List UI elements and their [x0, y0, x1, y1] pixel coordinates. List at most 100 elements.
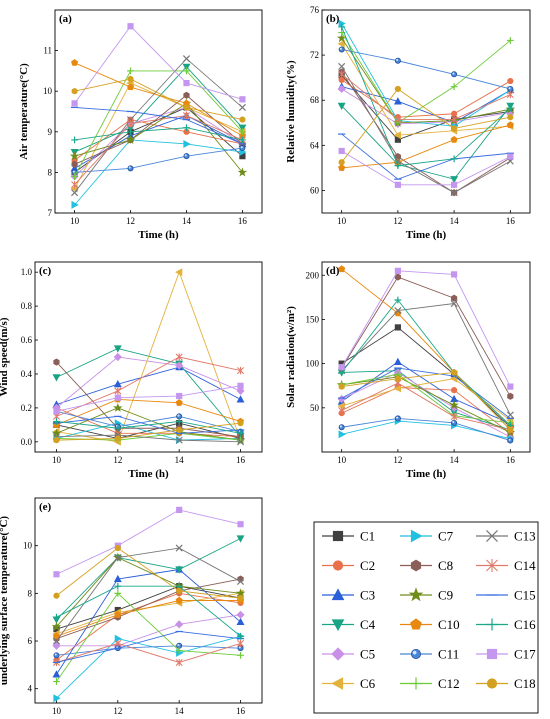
series-line	[74, 58, 243, 193]
data-point	[175, 596, 183, 604]
data-point	[114, 611, 122, 618]
series-line	[341, 276, 511, 397]
series-c16	[338, 296, 514, 429]
data-point	[239, 116, 246, 123]
data-point	[506, 104, 514, 112]
y-tick-label: 100	[306, 359, 320, 369]
legend-label: C5	[360, 647, 375, 662]
y-axis-title: Wind speed(m/s)	[0, 317, 10, 396]
series-c17	[71, 23, 246, 107]
series-line	[56, 592, 241, 682]
series-line	[74, 106, 243, 145]
data-point	[236, 386, 245, 396]
data-point-highlight	[396, 416, 399, 419]
data-point	[175, 658, 183, 667]
series-line	[56, 569, 241, 675]
series-line	[341, 26, 511, 167]
data-point	[183, 79, 190, 87]
series-c7	[71, 135, 247, 209]
legend-entry-c4: C4	[322, 617, 376, 632]
series-line	[56, 407, 241, 441]
series-line	[56, 421, 241, 434]
legend-label: C11	[438, 647, 459, 662]
legend-marker	[331, 677, 344, 690]
series-line	[56, 422, 241, 441]
series-c13	[52, 544, 245, 645]
legend-label: C12	[438, 676, 460, 691]
series-line	[341, 299, 511, 426]
series-line	[74, 102, 243, 173]
legend-label: C17	[514, 647, 536, 662]
series-line	[341, 23, 511, 127]
legend-entry-c15: C15	[476, 588, 536, 603]
data-point	[450, 176, 459, 184]
series-line	[341, 49, 511, 90]
data-point	[175, 399, 183, 406]
data-point	[507, 85, 514, 92]
series-line	[341, 373, 511, 424]
data-point	[114, 589, 122, 597]
data-point	[71, 100, 78, 107]
series-c15	[70, 106, 247, 145]
legend-label: C2	[360, 558, 375, 573]
data-point	[176, 587, 183, 595]
data-point	[507, 383, 514, 390]
x-tick-label: 12	[393, 455, 402, 465]
data-point	[451, 181, 458, 188]
data-point	[52, 374, 61, 382]
data-point	[52, 637, 61, 645]
series-line	[74, 139, 243, 206]
panel-label: (c)	[39, 265, 52, 277]
series-line	[56, 398, 241, 426]
data-point	[176, 392, 183, 400]
data-point	[53, 592, 60, 599]
data-point	[53, 678, 60, 685]
data-point	[183, 153, 190, 160]
data-point	[239, 145, 246, 152]
data-point	[51, 428, 62, 438]
series-line	[341, 32, 511, 124]
series-line	[341, 382, 511, 431]
legend-marker	[486, 678, 498, 689]
legend-marker	[410, 529, 423, 543]
series-c4	[52, 535, 245, 624]
x-tick-label: 16	[506, 455, 516, 465]
data-point-highlight	[177, 414, 180, 417]
y-tick-label: 76	[310, 5, 320, 15]
data-point	[182, 55, 191, 63]
data-point	[394, 57, 401, 64]
series-line	[56, 538, 241, 620]
legend-label: C14	[514, 558, 536, 573]
x-tick-label: 14	[182, 216, 192, 226]
y-tick-label: 0.4	[21, 369, 33, 379]
data-point	[506, 121, 514, 129]
data-point	[71, 200, 79, 209]
x-tick-label: 12	[113, 455, 122, 465]
data-point	[394, 157, 402, 165]
data-point	[175, 361, 184, 370]
y-tick-label: 7	[48, 208, 53, 218]
legend-entry-c10: C10	[400, 617, 460, 632]
data-point	[175, 268, 183, 277]
data-point	[114, 582, 122, 590]
panel-label: (d)	[326, 265, 340, 277]
data-point	[183, 67, 190, 75]
data-point	[451, 125, 458, 132]
x-tick-label: 14	[450, 455, 460, 465]
legend-label: C3	[360, 588, 375, 603]
data-point	[394, 115, 402, 124]
legend-entry-c5: C5	[322, 647, 375, 662]
data-point-highlight	[508, 438, 511, 441]
data-point	[114, 394, 121, 401]
data-point	[338, 383, 345, 390]
data-point-highlight	[452, 72, 455, 75]
series-line	[56, 348, 241, 438]
data-point	[451, 387, 458, 394]
x-tick-label: 10	[52, 706, 62, 716]
data-point	[52, 641, 61, 650]
series-line	[341, 124, 511, 169]
data-point	[450, 413, 458, 421]
series-line	[56, 547, 241, 599]
legend-marker-highlight	[412, 650, 417, 655]
